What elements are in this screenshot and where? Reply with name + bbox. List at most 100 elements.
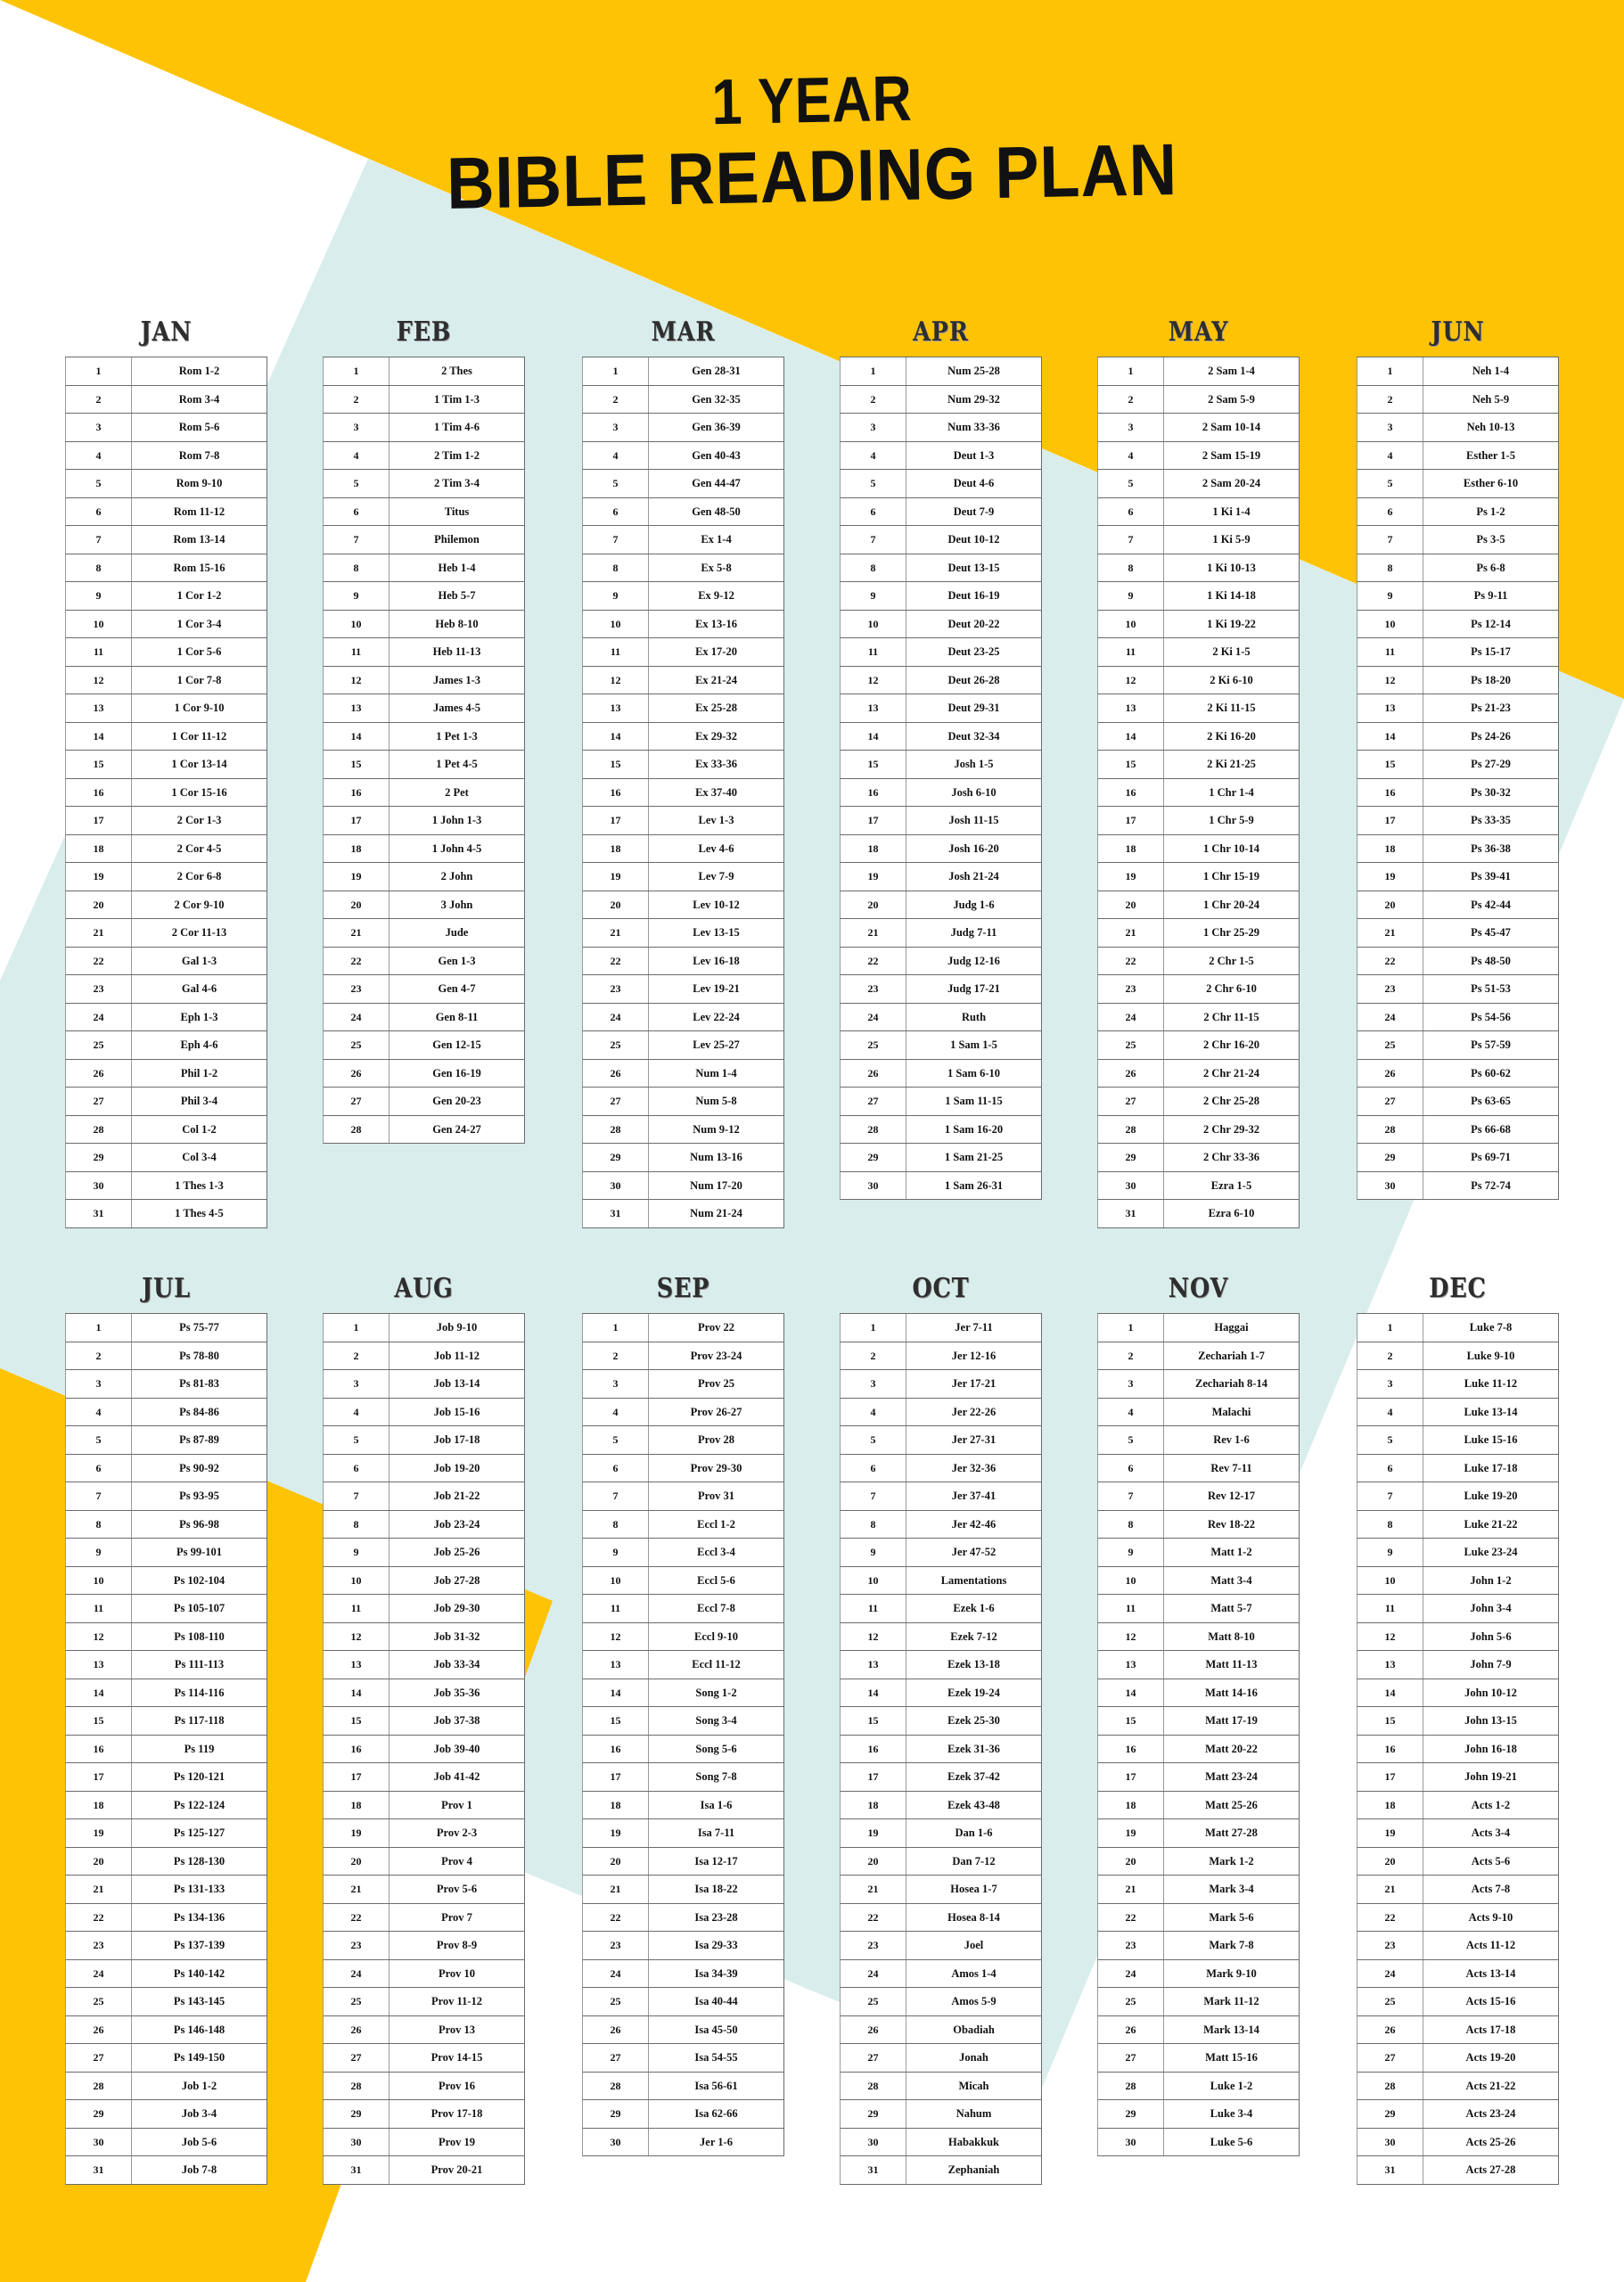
table-row: 31 1 Thes 4-5 — [65, 1200, 267, 1228]
reading-cell: Job 41-42 — [433, 1770, 480, 1783]
reading-cell: Josh 11-15 — [948, 814, 999, 826]
reading-cell: 1 Chr 10-14 — [1203, 841, 1259, 855]
day-number: 23 — [1357, 975, 1423, 1003]
day-number: 18 — [324, 834, 390, 862]
reading-table: 1 Job 9-10 2 Job 11-12 3 Job 13-14 4 Job 15-16 5… — [323, 1313, 525, 2185]
day-number: 8 — [1357, 1510, 1423, 1538]
reading-table: 1 Gen 28-31 2 Gen 32-35 3 Gen 36-39 4 Gen 40-43… — [582, 357, 784, 1228]
table-row: 27 Acts 19-20 — [1357, 2044, 1559, 2073]
table-row: 28 Gen 24-27 — [323, 1115, 525, 1144]
day-number: 26 — [324, 2015, 390, 2043]
reading-cell: Ps 3-5 — [1476, 533, 1505, 546]
table-row: 2 Job 11-12 — [323, 1342, 525, 1370]
day-number: 3 — [324, 1370, 390, 1398]
day-number: 21 — [841, 1876, 906, 1903]
reading-cell: Luke 17-18 — [1464, 1461, 1518, 1474]
reading-cell: Zephaniah — [947, 2163, 1000, 2176]
table-row: 9 Ps 99-101 — [65, 1539, 267, 1567]
reading-cell: Ezek 1-6 — [953, 1602, 995, 1614]
table-row: 8 Heb 1-4 — [323, 554, 525, 582]
day-number: 25 — [583, 1031, 649, 1059]
reading-cell: Acts 11-12 — [1465, 1939, 1516, 1951]
reading-cell: Acts 21-22 — [1465, 2079, 1516, 2092]
day-number: 10 — [66, 1566, 132, 1594]
day-number: 28 — [1357, 1115, 1423, 1143]
day-number: 14 — [583, 722, 649, 750]
table-row: 14 Ezek 19-24 — [840, 1679, 1042, 1707]
reading-cell: Eccl 11-12 — [692, 1658, 741, 1670]
reading-cell: Deut 20-22 — [947, 617, 1000, 630]
day-number: 19 — [324, 863, 390, 891]
day-number: 20 — [583, 891, 649, 918]
day-number: 6 — [583, 1454, 649, 1482]
table-row: 25 Lev 25-27 — [582, 1031, 784, 1060]
day-number: 27 — [1357, 2044, 1423, 2072]
day-number: 10 — [1357, 610, 1423, 637]
table-row: 11 2 Ki 1-5 — [1097, 638, 1300, 667]
day-number: 16 — [324, 778, 390, 806]
reading-cell: Prov 28 — [697, 1433, 735, 1446]
table-row: 10 Lamentations — [840, 1566, 1042, 1595]
reading-cell: 2 Chr 21-24 — [1203, 1066, 1259, 1079]
table-row: 18 Ps 122-124 — [65, 1791, 267, 1819]
reading-cell: Ex 29-32 — [695, 729, 737, 743]
day-number: 20 — [66, 1847, 132, 1875]
day-number: 7 — [1098, 1482, 1164, 1510]
reading-cell: Isa 34-39 — [694, 1966, 738, 1980]
table-row: 16 Ps 30-32 — [1357, 778, 1559, 807]
reading-cell: Prov 14-15 — [431, 2051, 483, 2064]
reading-table: 1 Luke 7-8 2 Luke 9-10 3 Luke 11-12 4 Luke 13-1… — [1357, 1313, 1559, 2185]
reading-cell: Gen 32-35 — [692, 392, 741, 406]
day-number: 4 — [324, 441, 390, 469]
table-row: 16 Josh 6-10 — [840, 778, 1042, 807]
reading-cell: Acts 15-16 — [1465, 1995, 1516, 2007]
reading-cell: Judg 12-16 — [947, 954, 1000, 967]
reading-cell: Acts 23-24 — [1465, 2107, 1516, 2120]
reading-cell: 1 Chr 5-9 — [1209, 814, 1254, 826]
day-number: 24 — [1098, 1003, 1164, 1030]
reading-cell: Song 1-2 — [695, 1686, 737, 1699]
table-row: 27 1 Sam 11-15 — [840, 1088, 1042, 1116]
day-number: 7 — [324, 1482, 390, 1510]
reading-cell: Lev 10-12 — [693, 898, 740, 911]
day-number: 8 — [1098, 1510, 1164, 1538]
reading-cell: Prov 5-6 — [436, 1883, 478, 1895]
day-number: 30 — [841, 2128, 906, 2155]
day-number: 13 — [66, 694, 132, 722]
day-number: 24 — [324, 1003, 390, 1030]
table-row: 23 2 Chr 6-10 — [1097, 975, 1300, 1004]
table-row: 5 Rev 1-6 — [1097, 1426, 1300, 1455]
day-number: 28 — [66, 1115, 132, 1143]
month-heading: DEC — [1429, 1273, 1487, 1304]
day-number: 29 — [841, 1144, 906, 1171]
table-row: 7 Ps 3-5 — [1357, 526, 1559, 554]
reading-cell: Hosea 8-14 — [947, 1910, 1000, 1924]
table-row: 13 Job 33-34 — [323, 1651, 525, 1679]
table-row: 7 Rev 12-17 — [1097, 1482, 1300, 1511]
day-number: 16 — [66, 1735, 132, 1762]
table-row: 13 Matt 11-13 — [1097, 1651, 1300, 1679]
reading-cell: Gen 20-23 — [432, 1095, 481, 1107]
table-row: 30 Prov 19 — [323, 2128, 525, 2156]
table-row: 11 John 3-4 — [1357, 1595, 1559, 1623]
reading-cell: Eccl 7-8 — [697, 1602, 735, 1614]
day-number: 5 — [1357, 470, 1423, 497]
day-number: 18 — [1098, 834, 1164, 862]
day-number: 2 — [324, 385, 390, 413]
table-row: 5 Esther 6-10 — [1357, 470, 1559, 498]
table-row: 3 Luke 11-12 — [1357, 1370, 1559, 1399]
day-number: 22 — [1357, 1903, 1423, 1931]
reading-cell: Ps 6-8 — [1476, 561, 1505, 574]
table-row: 15 Ps 27-29 — [1357, 751, 1559, 779]
reading-cell: John 5-6 — [1470, 1629, 1512, 1643]
reading-cell: Jer 27-31 — [951, 1433, 997, 1446]
table-row: 27 Prov 14-15 — [323, 2044, 525, 2073]
day-number: 2 — [583, 1342, 649, 1369]
reading-cell: Esther 1-5 — [1466, 448, 1515, 462]
table-row: 12 1 Cor 7-8 — [65, 666, 267, 694]
day-number: 4 — [583, 1398, 649, 1425]
day-number: 11 — [1357, 638, 1423, 666]
table-row: 9 Deut 16-19 — [840, 582, 1042, 611]
table-row: 7 Prov 31 — [582, 1482, 784, 1511]
reading-cell: Num 29-32 — [947, 392, 1000, 406]
